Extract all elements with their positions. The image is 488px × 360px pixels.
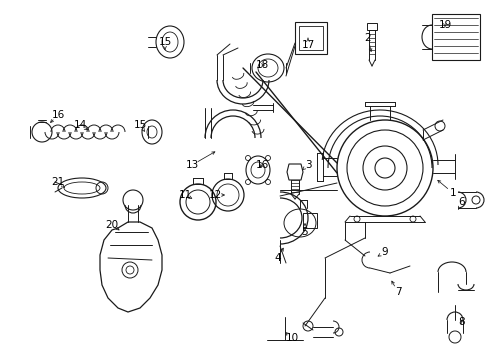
Text: 2: 2	[364, 33, 370, 43]
Text: 8: 8	[458, 317, 465, 327]
Text: 9: 9	[381, 247, 387, 257]
Text: 3: 3	[304, 160, 311, 170]
Text: 11: 11	[178, 190, 191, 200]
Text: 7: 7	[394, 287, 401, 297]
Text: 13: 13	[185, 160, 198, 170]
Text: 18: 18	[255, 60, 268, 70]
Text: 10: 10	[285, 333, 298, 343]
Text: 21: 21	[51, 177, 64, 187]
Text: 17: 17	[301, 40, 314, 50]
Text: 1: 1	[449, 188, 455, 198]
Text: 5: 5	[301, 227, 307, 237]
Text: 15: 15	[158, 37, 171, 47]
Text: 12: 12	[208, 190, 221, 200]
Text: 4: 4	[274, 253, 281, 263]
Text: 19: 19	[437, 20, 451, 30]
Text: 16: 16	[51, 110, 64, 120]
Text: 6: 6	[458, 197, 465, 207]
Polygon shape	[286, 164, 303, 180]
Text: 14: 14	[73, 120, 86, 130]
Text: 16: 16	[255, 160, 268, 170]
Text: 15: 15	[133, 120, 146, 130]
Text: 20: 20	[105, 220, 118, 230]
